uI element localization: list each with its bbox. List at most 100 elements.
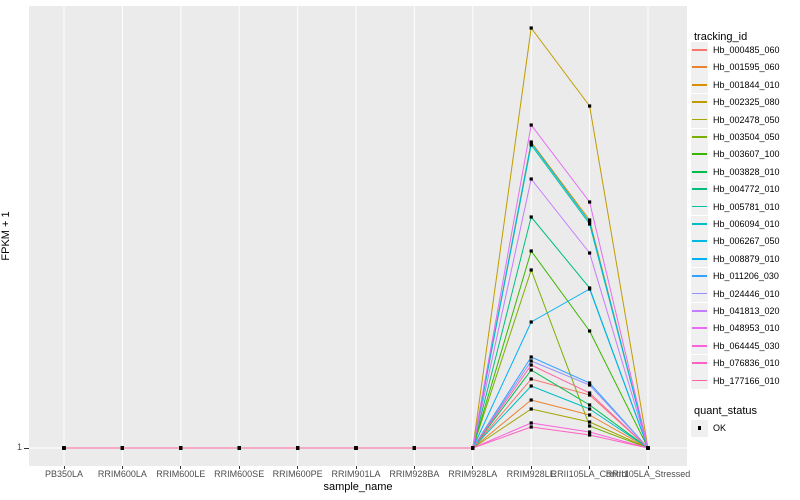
legend-color-line-icon bbox=[692, 275, 707, 278]
data-point bbox=[529, 359, 533, 363]
data-point bbox=[529, 215, 533, 219]
data-point bbox=[529, 421, 533, 425]
legend-color-line-icon bbox=[692, 66, 707, 69]
data-point bbox=[588, 218, 592, 222]
data-point bbox=[529, 355, 533, 359]
x-tick-label-RRIM901LA: RRIM901LA bbox=[331, 469, 381, 479]
quant-status-legend-title: quant_status bbox=[694, 405, 757, 417]
legend-item-label: Hb_003504_050 bbox=[713, 132, 780, 142]
legend-item-Hb_064445_030: Hb_064445_030 bbox=[691, 337, 780, 355]
x-tick-mark bbox=[413, 466, 415, 469]
legend-color-line-icon bbox=[692, 118, 707, 121]
legend-key-swatch bbox=[691, 319, 708, 337]
legend-key-swatch bbox=[691, 180, 708, 198]
legend-item-Hb_001595_060: Hb_001595_060 bbox=[691, 58, 780, 76]
legend-item-label: Hb_003828_010 bbox=[713, 166, 780, 177]
data-point bbox=[354, 446, 358, 450]
data-point bbox=[646, 446, 650, 450]
x-tick-label-PB350LA: PB350LA bbox=[44, 469, 84, 479]
x-tick-label-RRIM600PE: RRIM600PE bbox=[272, 469, 323, 479]
legend-key-swatch bbox=[691, 302, 708, 320]
legend-item-label: Hb_011206_030 bbox=[713, 271, 779, 282]
data-point bbox=[588, 403, 592, 407]
legend-item-label: Hb_006094_010 bbox=[713, 219, 780, 229]
legend-item-label: Hb_177166_010 bbox=[713, 375, 780, 386]
legend-key-swatch bbox=[691, 250, 708, 268]
legend-item-label: Hb_048953_010 bbox=[713, 323, 780, 334]
legend-color-line-icon bbox=[692, 362, 707, 365]
legend-item-Hb_002325_080: Hb_002325_080 bbox=[691, 93, 780, 111]
data-point bbox=[588, 407, 592, 411]
legend-key-swatch bbox=[691, 41, 708, 59]
data-point bbox=[588, 220, 592, 224]
legend-item-label: Hb_002478_050 bbox=[713, 114, 780, 125]
quant-status-ok-label: OK bbox=[713, 423, 727, 433]
legend-item-Hb_003828_010: Hb_003828_010 bbox=[691, 163, 780, 181]
legend-key-swatch bbox=[691, 58, 708, 76]
legend-item-label: Hb_006267_050 bbox=[713, 236, 780, 247]
legend-color-line-icon bbox=[692, 310, 707, 312]
data-point bbox=[588, 381, 592, 385]
legend-item-Hb_024446_010: Hb_024446_010 bbox=[691, 285, 780, 303]
legend-color-line-icon bbox=[692, 153, 707, 156]
data-point bbox=[529, 407, 533, 411]
legend-key-swatch bbox=[691, 76, 708, 94]
legend-color-line-icon bbox=[692, 344, 707, 347]
y-tick-mark bbox=[24, 447, 29, 449]
legend-item-label: Hb_002325_080 bbox=[713, 97, 780, 108]
legend-item-Hb_002478_050: Hb_002478_050 bbox=[691, 111, 780, 129]
data-point bbox=[588, 200, 592, 204]
legend-color-line-icon bbox=[692, 83, 707, 86]
legend-item-label: Hb_000485_060 bbox=[713, 45, 780, 55]
data-point bbox=[529, 398, 533, 402]
data-point bbox=[179, 446, 183, 450]
legend-key-swatch bbox=[691, 372, 708, 390]
legend-item-Hb_008879_010: Hb_008879_010 bbox=[691, 250, 780, 268]
legend-item-label: Hb_076836_010 bbox=[713, 358, 780, 369]
data-point bbox=[588, 104, 592, 108]
legend-item-label: Hb_001844_010 bbox=[713, 79, 780, 90]
x-tick-label-RRII105LA_Stressed: RRII105LA_Stressed bbox=[605, 469, 691, 479]
data-point bbox=[588, 251, 592, 255]
legend-key-swatch bbox=[691, 198, 708, 216]
legend-item-Hb_006094_010: Hb_006094_010 bbox=[691, 215, 780, 233]
legend-color-line-icon bbox=[692, 257, 707, 260]
legend-key-swatch bbox=[691, 93, 708, 111]
legend-key-swatch bbox=[691, 337, 708, 355]
legend-color-line-icon bbox=[692, 188, 707, 191]
x-tick-label-RRIM600SE: RRIM600SE bbox=[214, 469, 265, 479]
x-tick-mark bbox=[238, 466, 240, 469]
legend-item-Hb_003504_050: Hb_003504_050 bbox=[691, 128, 780, 146]
legend-item-Hb_076836_010: Hb_076836_010 bbox=[691, 354, 780, 372]
legend-item-Hb_041813_020: Hb_041813_020 bbox=[691, 302, 780, 320]
data-point bbox=[588, 391, 592, 395]
x-tick-mark bbox=[530, 466, 532, 469]
legend-item-label: Hb_003607_100 bbox=[713, 149, 780, 160]
x-tick-mark bbox=[472, 466, 474, 469]
legend-color-line-icon bbox=[692, 223, 707, 225]
data-point bbox=[588, 393, 592, 397]
legend-color-line-icon bbox=[692, 101, 707, 104]
legend-item-label: Hb_041813_020 bbox=[713, 306, 780, 316]
legend-item-label: Hb_005781_010 bbox=[713, 201, 780, 212]
x-axis-title: sample_name bbox=[323, 481, 393, 493]
x-tick-label-RRIM600LA: RRIM600LA bbox=[97, 469, 147, 479]
y-tick-label-1: 1 bbox=[16, 442, 22, 452]
legend-key-swatch bbox=[691, 354, 708, 372]
data-point bbox=[529, 363, 533, 367]
legend-color-line-icon bbox=[692, 379, 707, 382]
data-point bbox=[588, 287, 592, 291]
quant-status-legend-item: OK bbox=[691, 419, 727, 437]
x-tick-mark bbox=[180, 466, 182, 469]
data-point bbox=[237, 446, 241, 450]
data-point bbox=[529, 377, 533, 381]
legend-key-swatch bbox=[691, 267, 708, 285]
x-tick-label-RRIM928LE: RRIM928LE bbox=[506, 469, 556, 479]
legend-item-Hb_006267_050: Hb_006267_050 bbox=[691, 232, 780, 250]
tracking-id-legend-title: tracking_id bbox=[694, 31, 748, 43]
legend-key-swatch bbox=[691, 285, 708, 303]
legend-key-swatch bbox=[691, 111, 708, 129]
legend-key-swatch bbox=[691, 163, 708, 181]
data-point bbox=[529, 177, 533, 181]
